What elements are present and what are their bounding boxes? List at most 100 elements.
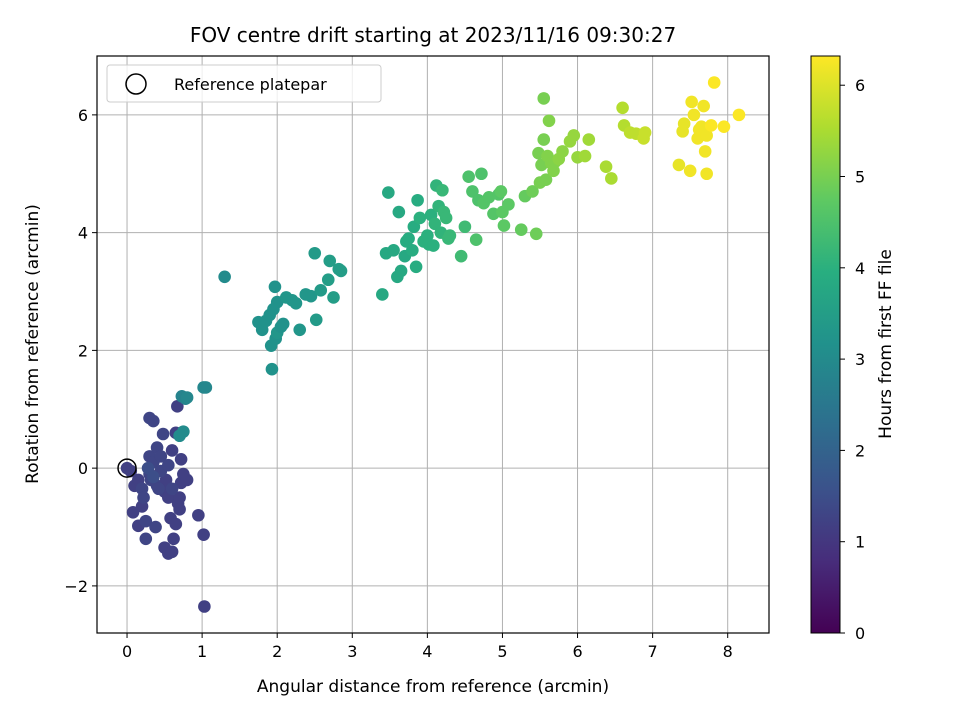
scatter-point <box>173 491 186 504</box>
scatter-point <box>466 185 479 198</box>
scatter-point <box>407 220 421 234</box>
x-tick-label: 8 <box>723 642 733 661</box>
scatter-point <box>165 444 179 457</box>
scatter-point <box>475 167 488 181</box>
scatter-points <box>117 76 746 613</box>
scatter-point <box>309 313 323 327</box>
scatter-point <box>392 205 406 219</box>
scatter-point <box>687 108 701 122</box>
chart-title: FOV centre drift starting at 2023/11/16 … <box>190 23 676 47</box>
y-tick-label: 0 <box>78 459 88 478</box>
scatter-point <box>154 450 168 463</box>
scatter-point <box>276 317 290 331</box>
scatter-point <box>672 158 686 172</box>
colorbar-gradient <box>810 55 841 634</box>
scatter-point <box>700 129 713 142</box>
scatter-point <box>556 145 569 158</box>
legend-label-reference: Reference platepar <box>174 75 327 94</box>
scatter-point <box>427 239 440 252</box>
scatter-point <box>704 119 718 132</box>
scatter-point <box>732 108 746 122</box>
scatter-point <box>165 545 179 559</box>
scatter-point <box>152 482 165 496</box>
scatter-point <box>171 400 184 413</box>
scatter-point <box>697 99 710 113</box>
scatter-point <box>683 164 697 178</box>
x-tick-label: 5 <box>497 642 507 661</box>
scatter-point <box>323 254 337 268</box>
scatter-point <box>149 520 162 534</box>
scatter-point <box>180 473 194 487</box>
scatter-point <box>700 167 713 181</box>
scatter-point <box>469 233 483 246</box>
scatter-point <box>542 114 556 128</box>
colorbar-tick-label: 5 <box>855 168 865 187</box>
scatter-point <box>409 260 423 274</box>
x-tick-label: 2 <box>272 642 282 661</box>
scatter-point <box>605 172 618 185</box>
scatter-point <box>502 198 515 211</box>
scatter-point <box>334 264 348 278</box>
y-tick-label: 6 <box>78 106 88 125</box>
scatter-point <box>304 289 318 303</box>
scatter-point <box>165 482 179 496</box>
scatter-point <box>321 273 335 287</box>
scatter-point <box>268 280 282 294</box>
scatter-point <box>439 211 453 225</box>
colorbar: 0 1 2 3 4 5 6 Hours from first FF file <box>810 55 896 643</box>
colorbar-tick-label: 3 <box>855 350 865 369</box>
scatter-point <box>685 95 698 109</box>
scatter-point <box>289 296 303 310</box>
scatter-point <box>156 427 170 441</box>
scatter-point <box>173 503 186 516</box>
colorbar-tick-label: 1 <box>855 533 865 552</box>
scatter-point <box>717 120 731 133</box>
x-axis-ticks: 0 1 2 3 4 5 6 7 8 <box>122 633 733 661</box>
x-tick-label: 0 <box>122 642 132 661</box>
scatter-point <box>147 414 160 428</box>
scatter-point <box>698 145 712 158</box>
scatter-point <box>677 117 691 131</box>
scatter-point <box>567 129 581 142</box>
scatter-point <box>582 133 596 146</box>
legend-box <box>106 64 382 103</box>
scatter-point <box>218 270 231 284</box>
x-tick-label: 1 <box>197 642 207 661</box>
scatter-point <box>411 193 424 207</box>
scatter-point <box>638 126 652 139</box>
scatter-point <box>382 186 395 199</box>
y-axis-ticks: −2 0 2 4 6 <box>64 106 97 596</box>
scatter-point <box>535 158 548 172</box>
scatter-point <box>308 246 322 260</box>
x-tick-label: 6 <box>572 642 582 661</box>
scatter-point <box>387 243 400 257</box>
scatter-point <box>199 381 213 394</box>
scatter-point <box>167 532 180 546</box>
colorbar-tick-label: 2 <box>855 441 865 460</box>
scatter-point <box>197 528 210 541</box>
scatter-point <box>177 425 190 438</box>
scatter-point <box>162 458 175 472</box>
scatter-point <box>443 229 457 242</box>
colorbar-ticks: 0 1 2 3 4 5 6 <box>840 76 865 643</box>
scatter-point <box>376 288 389 301</box>
scatter-point <box>462 170 475 183</box>
colorbar-tick-label: 0 <box>855 624 865 643</box>
scatter-point <box>428 217 442 231</box>
scatter-point <box>327 291 340 304</box>
scatter-point <box>147 470 160 484</box>
legend-marker-reference <box>125 73 147 95</box>
scatter-point <box>198 600 211 613</box>
colorbar-tick-label: 4 <box>855 259 865 278</box>
y-axis-label: Rotation from reference (arcmin) <box>23 204 43 484</box>
scatter-point <box>454 249 468 263</box>
scatter-point <box>293 323 307 337</box>
x-tick-label: 7 <box>648 642 658 661</box>
scatter-point <box>514 223 528 236</box>
scatter-point <box>413 211 427 225</box>
scatter-point <box>402 232 415 245</box>
scatter-point <box>537 92 551 105</box>
scatter-point <box>578 149 592 163</box>
scatter-point <box>436 183 449 197</box>
